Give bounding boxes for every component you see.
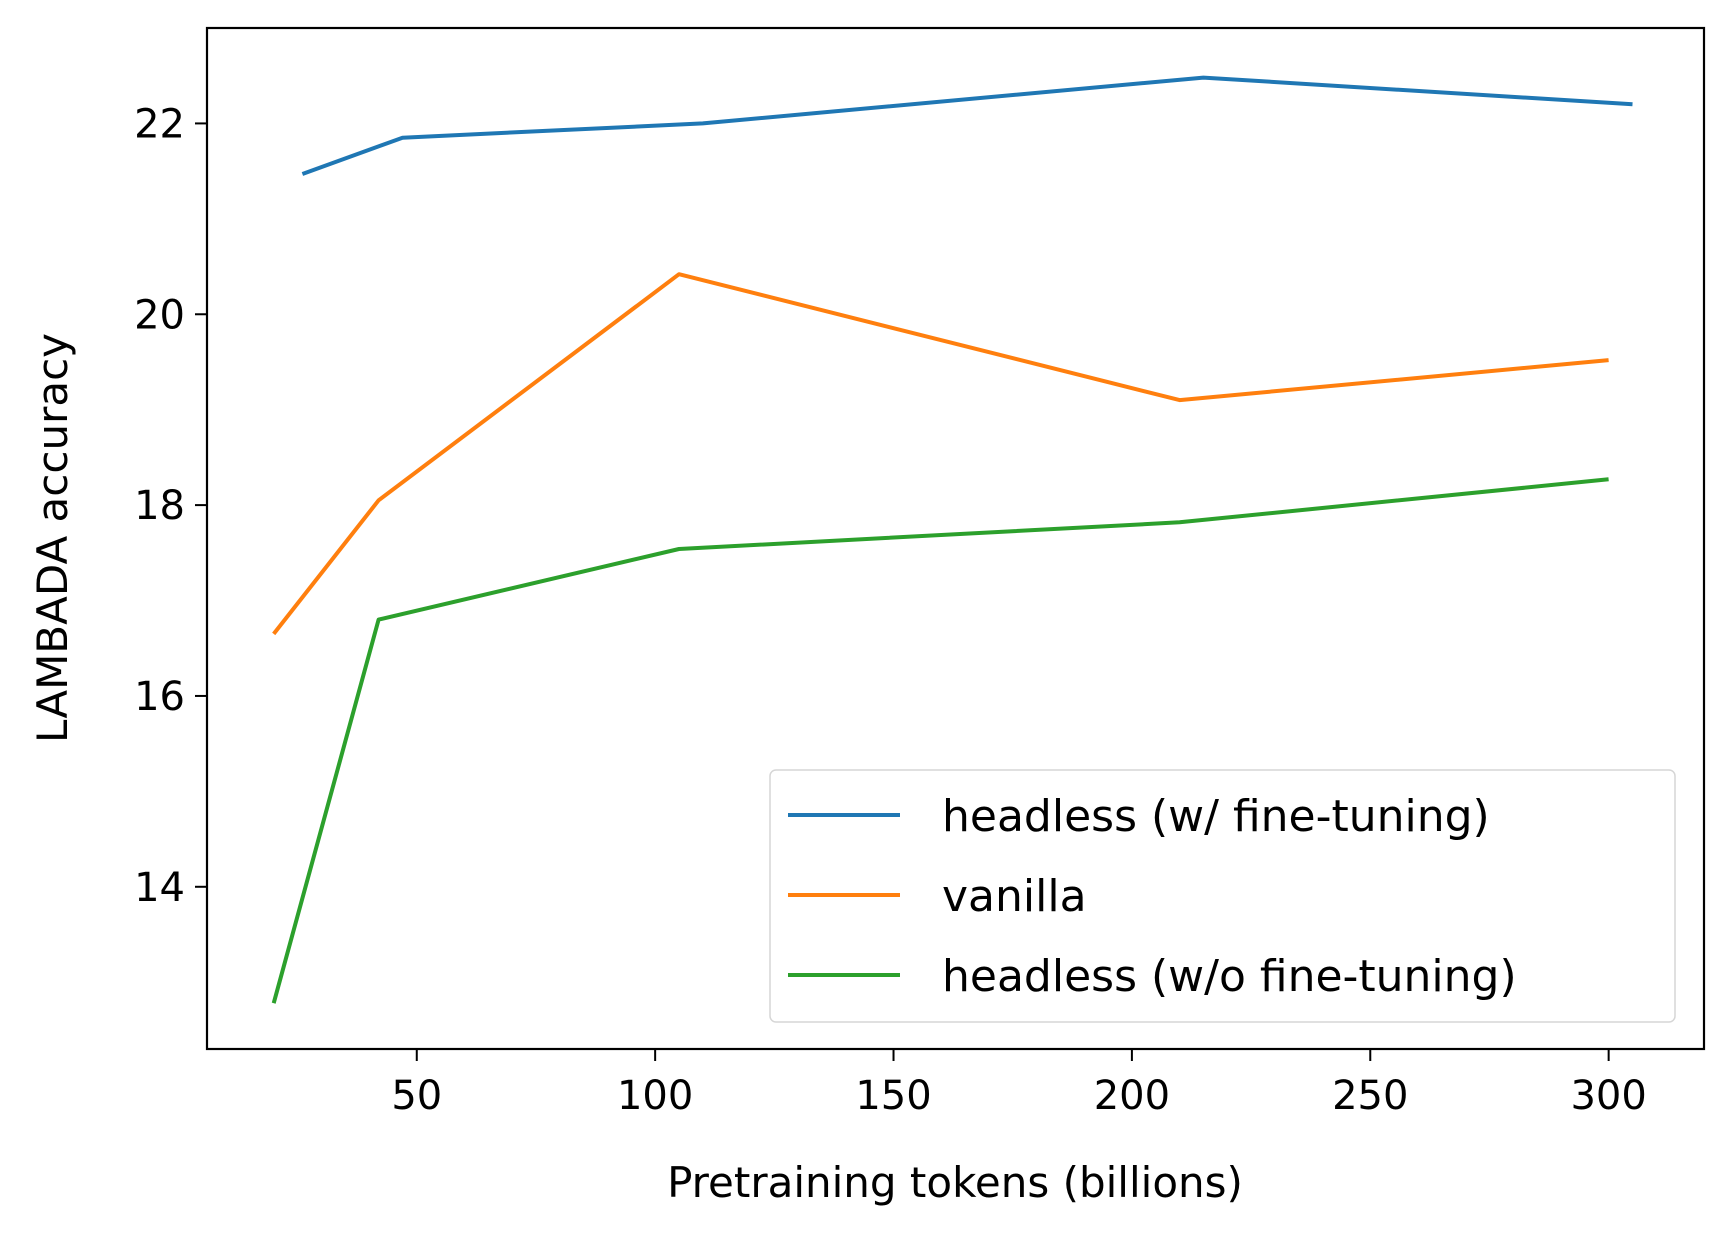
legend-label: vanilla: [942, 871, 1087, 922]
x-tick-label: 200: [1094, 1073, 1170, 1119]
legend-items: headless (w/ fine-tuning) vanilla headless…: [788, 791, 1517, 1002]
y-ticks: 14 16 18 20 22: [134, 101, 207, 911]
series-line-1: [301, 75, 1633, 176]
x-tick-label: 150: [855, 1073, 931, 1119]
y-tick-label: 18: [134, 483, 185, 529]
y-tick-label: 16: [134, 674, 185, 720]
y-tick-label: 20: [134, 292, 185, 338]
y-axis-label: LAMBADA accuracy: [28, 333, 77, 743]
x-tick-label: 50: [391, 1073, 442, 1119]
y-tick-label: 14: [134, 865, 185, 911]
legend: headless (w/ fine-tuning) vanilla headless…: [769, 769, 1676, 1023]
series-line-3: [271, 477, 1609, 1004]
plot-frame: [205, 26, 1706, 1051]
x-ticks: 50 100 150 200 250 300: [391, 1049, 1647, 1119]
y-tick-label: 22: [134, 101, 185, 147]
legend-label: headless (w/ fine-tuning): [942, 791, 1490, 842]
legend-box: [769, 769, 1676, 1023]
series-layer: [271, 75, 1633, 1004]
legend-label: headless (w/o fine-tuning): [942, 951, 1517, 1002]
x-tick-label: 100: [617, 1073, 693, 1119]
x-tick-label: 300: [1570, 1073, 1646, 1119]
x-axis-label: Pretraining tokens (billions): [667, 1158, 1243, 1207]
series-line-2: [272, 272, 1609, 636]
x-tick-label: 250: [1332, 1073, 1408, 1119]
